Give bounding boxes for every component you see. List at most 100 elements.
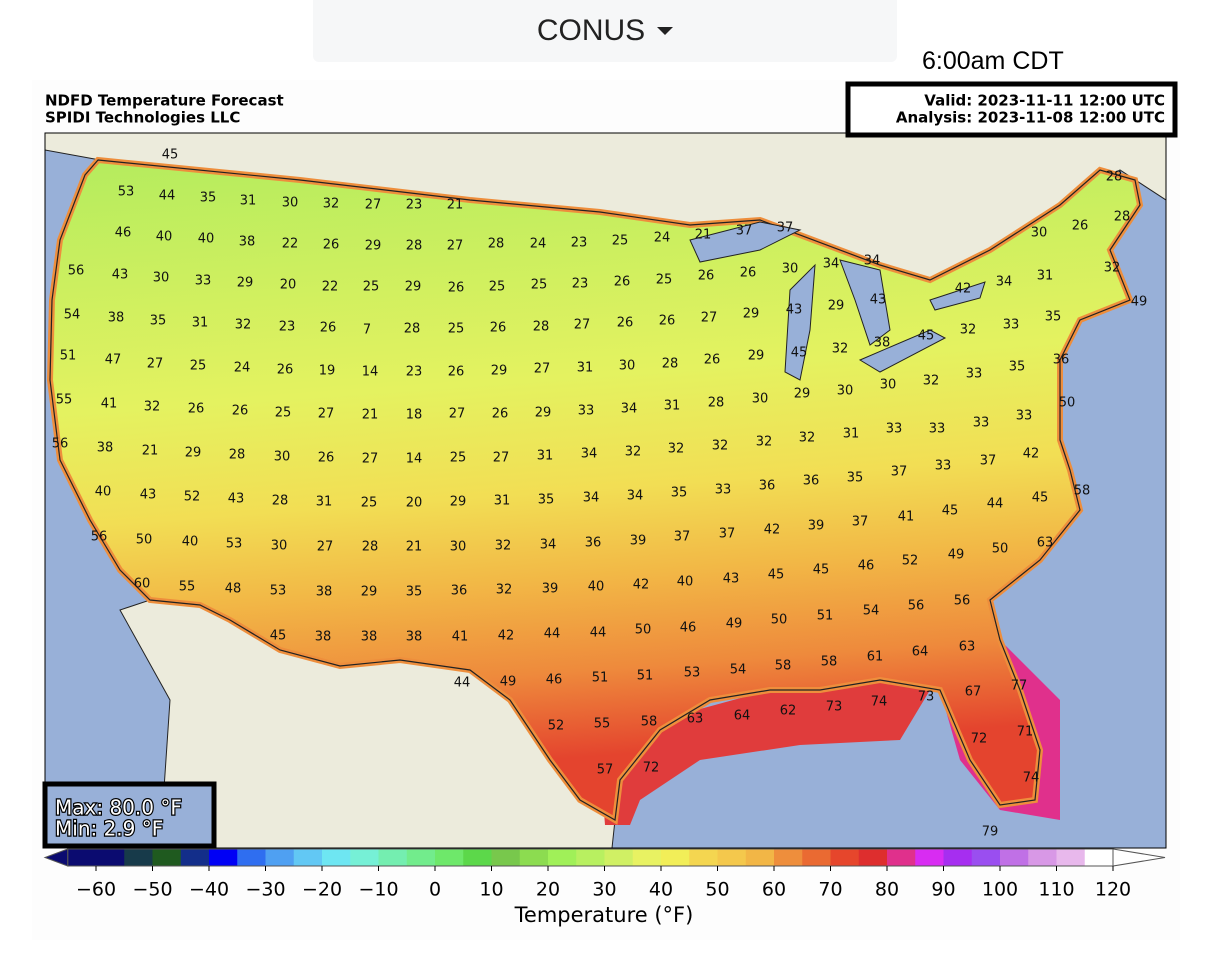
temperature-label: 29 bbox=[828, 299, 845, 314]
colorbar-segment bbox=[717, 849, 747, 866]
temperature-label: 26 bbox=[448, 365, 465, 380]
temperature-label: 28 bbox=[533, 320, 550, 335]
temperature-label: 32 bbox=[1104, 261, 1121, 276]
temperature-label: 36 bbox=[1053, 353, 1070, 368]
temperature-label: 33 bbox=[886, 422, 903, 437]
temperature-label: 7 bbox=[363, 323, 371, 338]
temperature-label: 42 bbox=[498, 629, 515, 644]
temperature-label: 26 bbox=[277, 363, 294, 378]
temperature-label: 29 bbox=[794, 387, 811, 402]
colorbar-segment bbox=[745, 849, 775, 866]
temperature-label: 56 bbox=[954, 594, 971, 609]
temperature-label: 37 bbox=[674, 530, 691, 545]
temperature-label: 27 bbox=[574, 318, 591, 333]
temperature-label: 38 bbox=[108, 311, 125, 326]
temperature-label: 28 bbox=[662, 357, 679, 372]
colorbar-segment bbox=[802, 849, 831, 866]
temperature-label: 30 bbox=[752, 392, 769, 407]
temperature-label: 73 bbox=[918, 690, 935, 705]
temperature-label: 30 bbox=[619, 359, 636, 374]
colorbar-tick-label: 70 bbox=[818, 879, 842, 901]
colorbar-segment bbox=[774, 849, 803, 866]
temperature-label: 45 bbox=[270, 629, 287, 644]
lake-michigan bbox=[784, 263, 816, 381]
temperature-label: 45 bbox=[162, 148, 179, 163]
temperature-label: 25 bbox=[656, 273, 673, 288]
temperature-label: 26 bbox=[490, 321, 507, 336]
colorbar-tick-label: −10 bbox=[358, 879, 398, 901]
colorbar-segment bbox=[378, 849, 408, 866]
temperature-label: 20 bbox=[280, 278, 297, 293]
temperature-label: 77 bbox=[1011, 679, 1028, 694]
temperature-label: 32 bbox=[235, 318, 252, 333]
temperature-label: 23 bbox=[406, 365, 423, 380]
temperature-label: 50 bbox=[136, 533, 153, 548]
temperature-label: 35 bbox=[150, 314, 167, 329]
temperature-label: 28 bbox=[404, 322, 421, 337]
temperature-label: 23 bbox=[406, 198, 423, 213]
temperature-label: 36 bbox=[759, 479, 776, 494]
temperature-label: 26 bbox=[448, 281, 465, 296]
temperature-label: 55 bbox=[594, 717, 611, 732]
temperature-label: 58 bbox=[775, 659, 792, 674]
temperature-label: 32 bbox=[323, 197, 340, 212]
temperature-label: 37 bbox=[777, 221, 794, 236]
temperature-label: 34 bbox=[540, 538, 557, 553]
temperature-label: 52 bbox=[184, 490, 201, 505]
temperature-label: 56 bbox=[908, 599, 925, 614]
colorbar-outline bbox=[67, 848, 1114, 867]
region-dropdown[interactable]: CONUS bbox=[313, 0, 897, 62]
temperature-label: 27 bbox=[534, 362, 551, 377]
temperature-label: 55 bbox=[179, 580, 196, 595]
temperature-label: 35 bbox=[671, 486, 688, 501]
temperature-label: 45 bbox=[768, 568, 785, 583]
temperature-label: 42 bbox=[955, 282, 972, 297]
temperature-label: 50 bbox=[635, 623, 652, 638]
colorbar-segment bbox=[971, 849, 1001, 866]
temperature-label: 79 bbox=[982, 825, 999, 840]
temperature-label: 40 bbox=[677, 575, 694, 590]
colorbar-segment bbox=[689, 849, 718, 866]
temperature-label: 63 bbox=[959, 640, 976, 655]
caret[interactable] bbox=[657, 27, 674, 35]
temperature-label: 28 bbox=[362, 540, 379, 555]
temperature-label: 32 bbox=[756, 435, 773, 450]
map-frame bbox=[44, 132, 1167, 849]
colorbar-tick-label: 30 bbox=[592, 879, 616, 901]
temperature-label: 49 bbox=[1131, 295, 1148, 310]
colorbar-segment bbox=[322, 849, 351, 866]
valid-time: Valid: 2023-11-11 12:00 UTC bbox=[924, 92, 1165, 110]
temperature-label: 30 bbox=[782, 262, 799, 277]
colorbar-segment bbox=[350, 849, 379, 866]
temperature-label: 39 bbox=[808, 519, 825, 534]
colorbar-tick-label: −30 bbox=[245, 879, 285, 901]
temperature-label: 35 bbox=[1009, 360, 1026, 375]
temperature-label: 28 bbox=[488, 237, 505, 252]
temperature-label: 44 bbox=[590, 626, 607, 641]
colorbar-segment bbox=[406, 849, 436, 866]
temperature-label: 58 bbox=[641, 715, 658, 730]
temperature-label: 26 bbox=[1072, 219, 1089, 234]
temperature-label: 26 bbox=[320, 321, 337, 336]
temperature-label: 38 bbox=[361, 630, 378, 645]
temperature-label: 53 bbox=[226, 537, 243, 552]
temperature-label: 74 bbox=[871, 695, 888, 710]
temperature-label: 29 bbox=[491, 364, 508, 379]
temperature-label: 28 bbox=[406, 239, 423, 254]
temperature-label: 30 bbox=[282, 196, 299, 211]
temperature-label: 55 bbox=[56, 393, 73, 408]
colorbar-tick-label: 100 bbox=[982, 879, 1018, 901]
temperature-label: 34 bbox=[581, 447, 598, 462]
temperature-label: 34 bbox=[627, 489, 644, 504]
colorbar-segment bbox=[463, 849, 492, 866]
temperature-label: 37 bbox=[980, 454, 997, 469]
temperature-label: 26 bbox=[323, 238, 340, 253]
colorbar-segment bbox=[1000, 849, 1029, 866]
temperature-label: 38 bbox=[97, 441, 114, 456]
temperature-label: 35 bbox=[406, 585, 423, 600]
temperature-label: 27 bbox=[447, 239, 464, 254]
temperature-label: 26 bbox=[659, 314, 676, 329]
temperature-label: 40 bbox=[588, 580, 605, 595]
dropdown-label[interactable]: CONUS bbox=[536, 14, 646, 47]
temperature-label: 49 bbox=[726, 617, 743, 632]
